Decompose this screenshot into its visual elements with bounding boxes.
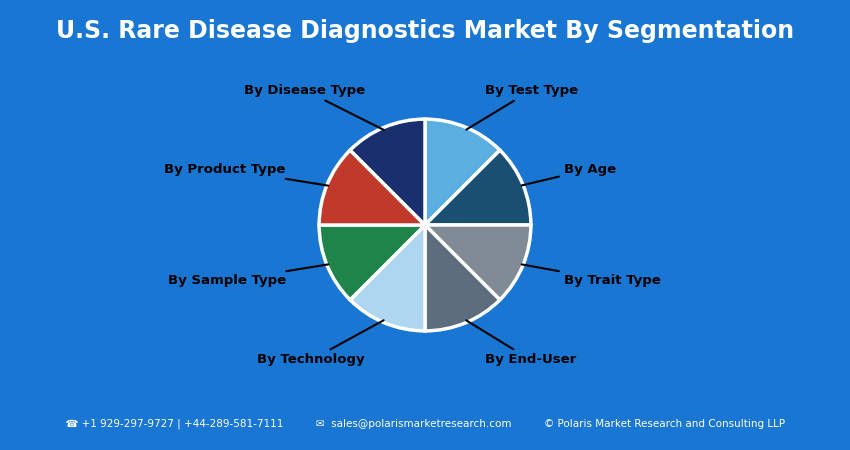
Wedge shape <box>425 225 531 300</box>
Wedge shape <box>319 225 425 300</box>
Text: By Sample Type: By Sample Type <box>167 264 328 288</box>
Wedge shape <box>319 150 425 225</box>
Text: By Disease Type: By Disease Type <box>244 84 383 130</box>
Text: By End-User: By End-User <box>467 320 576 366</box>
Wedge shape <box>350 119 425 225</box>
Wedge shape <box>425 150 531 225</box>
Wedge shape <box>425 119 500 225</box>
Wedge shape <box>350 225 425 331</box>
Text: By Test Type: By Test Type <box>467 84 578 130</box>
Text: By Technology: By Technology <box>258 320 383 366</box>
Text: By Age: By Age <box>522 162 616 185</box>
Wedge shape <box>425 225 500 331</box>
Text: ☎ +1 929-297-9727 | +44-289-581-7111          ✉  sales@polarismarketresearch.com: ☎ +1 929-297-9727 | +44-289-581-7111 ✉ s… <box>59 419 791 429</box>
Text: By Trait Type: By Trait Type <box>522 265 661 288</box>
Text: By Product Type: By Product Type <box>164 162 328 186</box>
Text: U.S. Rare Disease Diagnostics Market By Segmentation: U.S. Rare Disease Diagnostics Market By … <box>56 19 794 43</box>
